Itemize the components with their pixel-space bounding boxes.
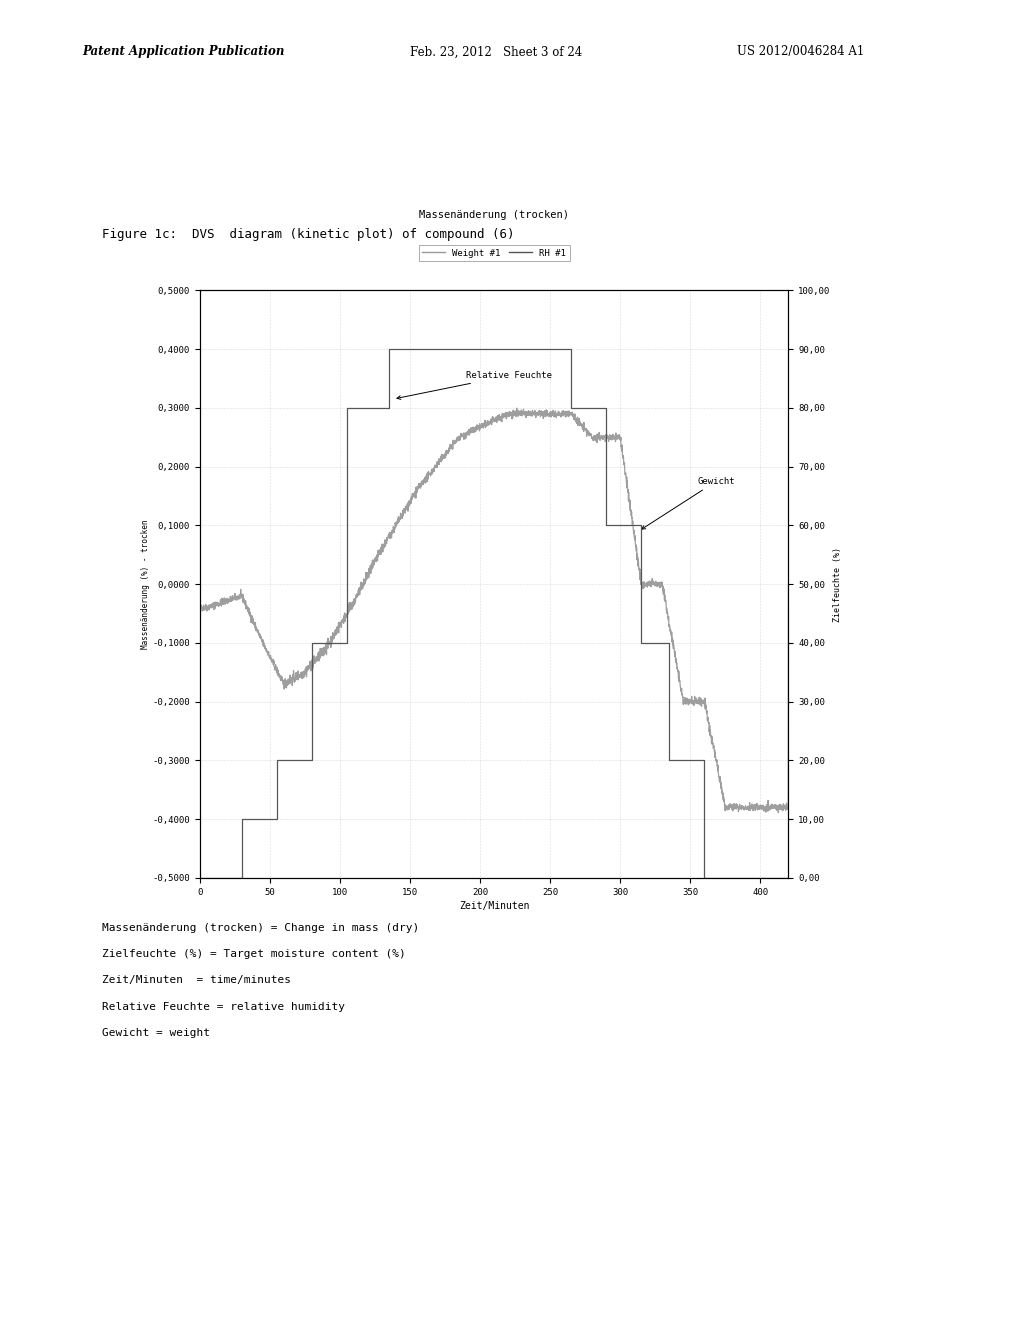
Text: Gewicht = weight: Gewicht = weight [102,1028,210,1039]
Text: Figure 1c:  DVS  diagram (kinetic plot) of compound (6): Figure 1c: DVS diagram (kinetic plot) of… [102,227,515,240]
Text: Gewicht: Gewicht [642,477,735,529]
Text: Relative Feuchte = relative humidity: Relative Feuchte = relative humidity [102,1002,345,1012]
Text: Zielfeuchte (%) = Target moisture content (%): Zielfeuchte (%) = Target moisture conten… [102,949,407,960]
Text: Patent Application Publication: Patent Application Publication [82,45,285,58]
Text: Feb. 23, 2012   Sheet 3 of 24: Feb. 23, 2012 Sheet 3 of 24 [410,45,582,58]
X-axis label: Zeit/Minuten: Zeit/Minuten [459,900,529,911]
Text: Zeit/Minuten  = time/minutes: Zeit/Minuten = time/minutes [102,975,292,986]
Text: Massenänderung (trocken) = Change in mass (dry): Massenänderung (trocken) = Change in mas… [102,923,420,933]
Text: Relative Feuchte: Relative Feuchte [397,371,552,400]
Legend: Weight #1, RH #1: Weight #1, RH #1 [419,246,569,261]
Text: US 2012/0046284 A1: US 2012/0046284 A1 [737,45,864,58]
Y-axis label: Massenänderung (%) - trocken: Massenänderung (%) - trocken [140,519,150,649]
Text: Massenänderung (trocken): Massenänderung (trocken) [419,210,569,220]
Y-axis label: Zielfeuchte (%): Zielfeuchte (%) [834,546,842,622]
